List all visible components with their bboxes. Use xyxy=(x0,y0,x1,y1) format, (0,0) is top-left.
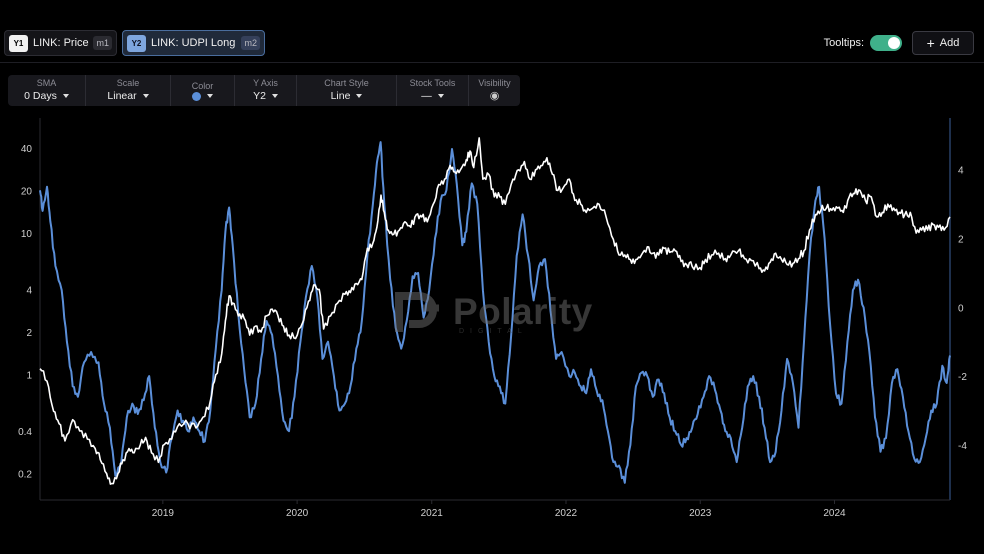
legend-chip-price[interactable]: Y1 LINK: Price m1 xyxy=(4,30,117,56)
watermark: Polarity DIGITAL xyxy=(393,288,593,336)
add-button[interactable]: + Add xyxy=(912,31,974,55)
y2-tick-label: 0 xyxy=(958,303,964,314)
watermark-subtext: DIGITAL xyxy=(459,328,528,335)
sma-dropdown[interactable]: SMA 0 Days xyxy=(8,75,86,106)
scale-title: Scale xyxy=(116,78,140,88)
watermark-text: Polarity xyxy=(453,291,593,332)
color-swatch xyxy=(192,91,201,101)
y1-tick-label: 0.2 xyxy=(18,470,32,481)
y2-tick-label: -2 xyxy=(958,372,967,383)
legend-chip-label: LINK: UDPI Long xyxy=(151,37,236,49)
scale-dropdown[interactable]: Scale Linear xyxy=(86,75,171,106)
x-tick-label: 2023 xyxy=(689,508,712,519)
chevron-down-icon xyxy=(207,94,213,98)
y1-tick-label: 0.4 xyxy=(18,427,32,438)
polarity-logo-icon xyxy=(395,292,439,332)
y2-tick-label: -4 xyxy=(958,441,967,452)
legend-chip-tag: m2 xyxy=(241,36,260,50)
y2-badge: Y2 xyxy=(127,34,146,52)
y-axis-dropdown[interactable]: Y Axis Y2 xyxy=(235,75,297,106)
legend-chip-tag: m1 xyxy=(93,36,112,50)
plus-icon: + xyxy=(926,35,935,51)
tooltips-toggle[interactable] xyxy=(870,35,902,51)
top-bar: Y1 LINK: Price m1 Y2 LINK: UDPI Long m2 … xyxy=(0,0,984,63)
scale-value: Linear xyxy=(107,90,137,102)
chart-area[interactable]: 0.2 0.4 1 2 4 10 20 40 -4 -2 0 2 4 2019 2020 2021 2022 20… xyxy=(0,110,984,554)
color-title: Color xyxy=(191,80,214,91)
x-tick-label: 2020 xyxy=(286,508,309,519)
y-axis-value: Y2 xyxy=(253,90,266,102)
x-tick-label: 2024 xyxy=(823,508,846,519)
chart-style-dropdown[interactable]: Chart Style Line xyxy=(297,75,397,106)
stock-tools-title: Stock Tools xyxy=(409,78,456,88)
chevron-down-icon xyxy=(356,94,363,98)
y1-tick-label: 10 xyxy=(21,229,33,240)
sma-title: SMA xyxy=(36,78,57,88)
y1-tick-label: 4 xyxy=(26,285,32,296)
stock-tools-dropdown[interactable]: Stock Tools — xyxy=(397,75,469,106)
eye-icon: ◉ xyxy=(489,90,500,102)
chevron-down-icon xyxy=(437,94,444,98)
series-toolbar: SMA 0 Days Scale Linear Color Y Axis Y2 … xyxy=(8,75,520,106)
x-tick-label: 2021 xyxy=(421,508,444,519)
stock-tools-value: — xyxy=(421,90,432,102)
toggle-knob xyxy=(888,37,900,49)
y1-tick-label: 2 xyxy=(26,328,32,339)
sma-value: 0 Days xyxy=(24,90,57,102)
visibility-toggle[interactable]: Visibility ◉ xyxy=(469,75,520,106)
legend-chip-label: LINK: Price xyxy=(33,37,89,49)
chevron-down-icon xyxy=(271,94,278,98)
y1-tick-label: 40 xyxy=(21,144,33,155)
chart-style-title: Chart Style xyxy=(324,78,369,88)
y1-badge: Y1 xyxy=(9,34,28,52)
add-label: Add xyxy=(939,37,960,49)
visibility-title: Visibility xyxy=(478,78,511,88)
chart-style-value: Line xyxy=(330,90,351,102)
price-line xyxy=(39,137,951,485)
chevron-down-icon xyxy=(62,94,69,98)
tooltips-label: Tooltips: xyxy=(823,37,864,49)
y1-tick-label: 20 xyxy=(21,186,33,197)
tooltips-control: Tooltips: xyxy=(824,35,902,51)
chevron-down-icon xyxy=(142,94,149,98)
legend-chip-udpi[interactable]: Y2 LINK: UDPI Long m2 xyxy=(122,30,265,56)
y1-tick-label: 1 xyxy=(26,371,32,382)
y-axis-title: Y Axis xyxy=(253,78,278,88)
x-tick-label: 2022 xyxy=(555,508,578,519)
y2-tick-label: 4 xyxy=(958,166,964,177)
color-dropdown[interactable]: Color xyxy=(171,75,235,106)
x-tick-label: 2019 xyxy=(152,508,175,519)
y2-tick-label: 2 xyxy=(958,234,964,245)
